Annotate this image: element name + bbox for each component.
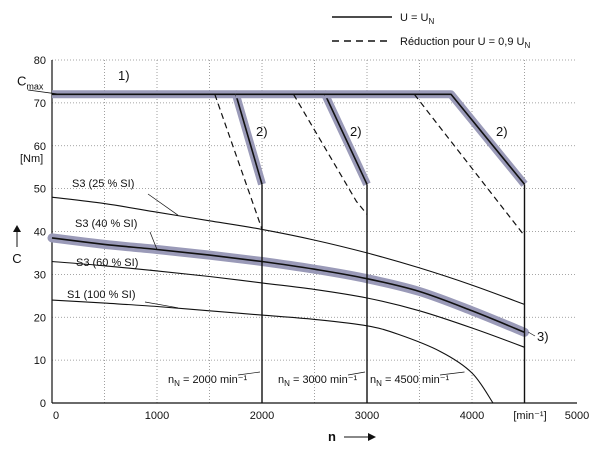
nominal-speed-label: nN = 2000 min⁻¹ [168,374,248,388]
nominal-speed-leader [237,371,261,376]
x-tick-label: 2000 [250,410,274,422]
x-unit-label: [min⁻¹] [513,410,546,422]
axes: 0 1000 2000 3000 4000 5000 [min⁻¹] 0 10 20 30 40 50 6… [20,55,589,422]
annotation: 1) [118,68,130,83]
y-unit-label: [Nm] [20,153,43,165]
series-leader [149,269,158,272]
limit-curve-solid [52,93,263,185]
y-tick-label: 50 [34,184,46,196]
x-tick-label: 3000 [355,410,379,422]
limit-curve-dashed [214,94,263,230]
annotation: 2) [256,124,268,139]
series-highlight [47,233,529,337]
y-axis-arrowhead [13,225,21,232]
limit-curve-highlight [52,90,266,186]
annotation: 3) [537,329,549,344]
x-tick-label: 0 [53,410,59,422]
series-line [51,196,525,305]
y-tick-label: 30 [34,269,46,281]
nominal-speed-leader [439,371,465,376]
labels: Cmax Cn S3 (25 % SI) S3 (40 % SI) S3 (60 % S… [12,68,548,444]
legend-label: Réduction pour U = 0,9 UN [400,36,530,50]
series-line [51,237,525,334]
legend: U = UN Réduction pour U = 0,9 UN [332,12,530,50]
x-axis-arrowhead [368,433,376,441]
y-max-pointer [27,89,61,95]
x-tick-label: 5000 [565,410,589,422]
y-tick-label: 20 [34,312,46,324]
nominal-speed-label: nN = 4500 min⁻¹ [370,374,450,388]
limit-curve-highlight [325,90,528,187]
annotation: 2) [350,124,362,139]
y-tick-label: 0 [40,398,46,410]
series-line [51,260,525,348]
limit-curve-solid [325,93,526,185]
annotation-leader [528,331,536,337]
x-tick-label: 4000 [460,410,484,422]
limit-curve-dashed [292,93,368,215]
series [47,90,529,404]
y-max-label: Cmax [17,74,44,92]
series-label: S1 (100 % SI) [67,289,135,301]
series-line [51,299,494,404]
series-leader [144,301,179,309]
y-tick-label: 70 [34,98,46,110]
legend-label: U = UN [400,12,434,26]
y-tick-label: 40 [34,227,46,239]
series-leader [149,231,158,250]
series-label: S3 (25 % SI) [72,178,134,190]
y-tick-label: 60 [34,141,46,153]
y-tick-label: 10 [34,355,46,367]
series-label: S3 (40 % SI) [75,218,137,230]
series-label: S3 (60 % SI) [76,257,138,269]
y-axis-label: C [12,251,21,266]
x-axis-label: n [328,429,336,444]
y-tick-label: 80 [34,55,46,67]
nominal-speed-label: nN = 3000 min⁻¹ [278,374,358,388]
grid [52,59,577,403]
x-tick-label: 1000 [145,410,169,422]
annotation: 2) [496,124,508,139]
nominal-speed-leader [347,371,366,376]
series-leader [147,193,179,216]
